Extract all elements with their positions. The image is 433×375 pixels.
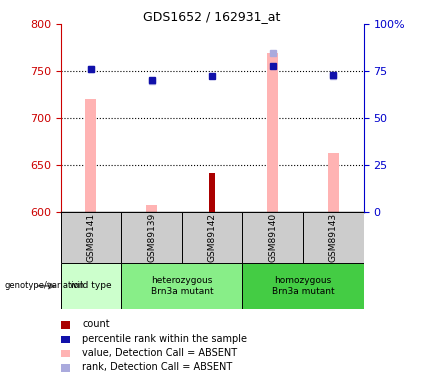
Bar (61, 262, 121, 309)
Text: genotype/variation: genotype/variation (4, 281, 84, 290)
Text: GSM89143: GSM89143 (329, 213, 338, 262)
Text: GSM89139: GSM89139 (147, 213, 156, 262)
Text: GSM89140: GSM89140 (268, 213, 277, 262)
Text: count: count (82, 320, 110, 329)
Text: rank, Detection Call = ABSENT: rank, Detection Call = ABSENT (82, 362, 233, 372)
Text: value, Detection Call = ABSENT: value, Detection Call = ABSENT (82, 348, 237, 358)
Bar (328, 153, 339, 212)
Bar (242, 262, 364, 309)
Bar (303, 212, 364, 262)
Bar (61, 212, 121, 262)
Bar (146, 206, 157, 212)
Bar (121, 262, 242, 309)
Text: GSM89141: GSM89141 (87, 213, 95, 262)
Title: GDS1652 / 162931_at: GDS1652 / 162931_at (143, 10, 281, 23)
Bar (267, 53, 278, 212)
Bar (242, 212, 303, 262)
Text: wild type: wild type (70, 281, 112, 290)
Text: GSM89142: GSM89142 (208, 213, 216, 262)
Bar (121, 212, 182, 262)
Bar (209, 173, 215, 212)
Bar (182, 212, 242, 262)
Text: percentile rank within the sample: percentile rank within the sample (82, 334, 247, 344)
Text: heterozygous
Brn3a mutant: heterozygous Brn3a mutant (151, 276, 213, 296)
Bar (85, 99, 97, 212)
Text: homozygous
Brn3a mutant: homozygous Brn3a mutant (272, 276, 334, 296)
